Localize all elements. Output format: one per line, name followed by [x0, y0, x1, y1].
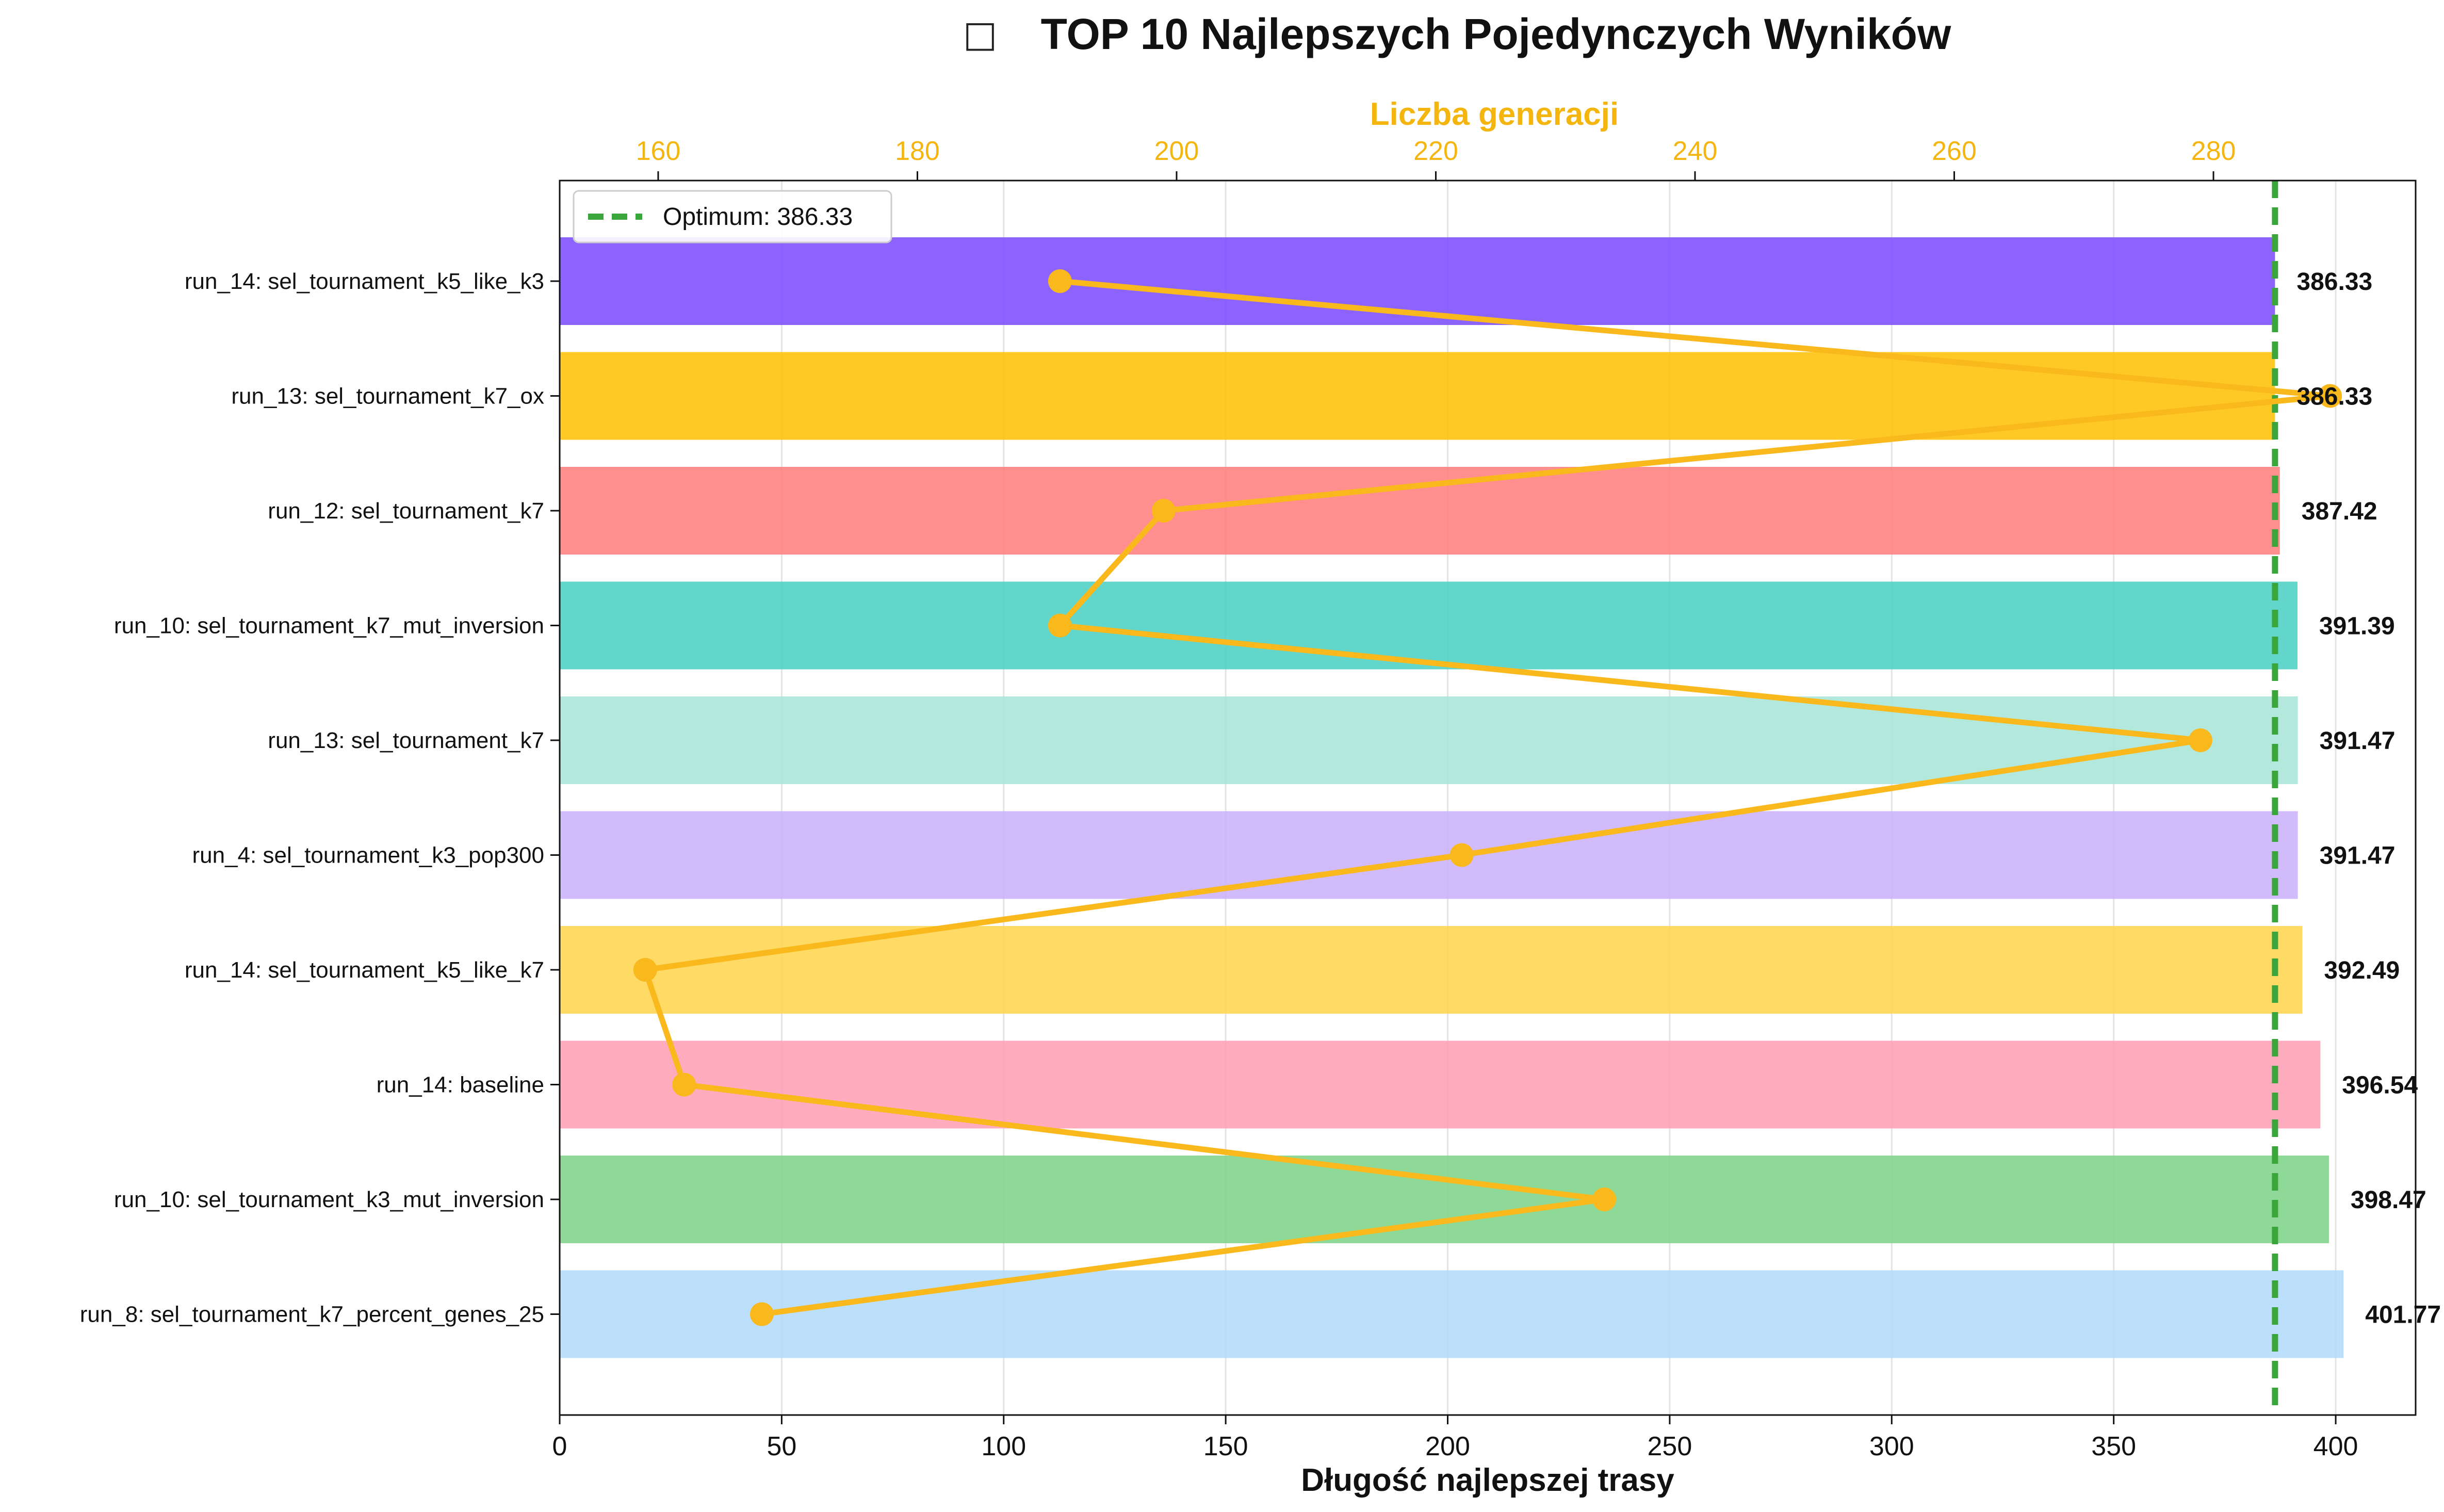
bar-5 [560, 811, 2298, 899]
top-axis-title: Liczba generacji [1370, 96, 1619, 132]
top-tick-label-5: 260 [1932, 136, 1977, 166]
category-label-8: run_10: sel_tournament_k3_mut_inversion [114, 1187, 544, 1212]
bar-3 [560, 581, 2298, 670]
value-label-9: 401.77 [2365, 1302, 2441, 1329]
value-label-2: 387.42 [2302, 498, 2377, 525]
category-label-5: run_4: sel_tournament_k3_pop300 [192, 843, 544, 868]
generations-point-8 [1592, 1188, 1617, 1211]
legend-optimum-label: Optimum: 386.33 [663, 203, 853, 231]
generations-line-group [633, 269, 2342, 1326]
top-tick-label-1: 180 [895, 136, 940, 166]
value-label-6: 392.49 [2324, 957, 2400, 984]
value-label-4: 391.47 [2320, 727, 2396, 755]
generations-point-4 [2188, 728, 2212, 752]
title-icon: □ [963, 13, 997, 55]
x-tick-label-1: 50 [767, 1432, 796, 1461]
bar-4 [560, 696, 2298, 784]
title-text: TOP 10 Najlepszych Pojedynczych Wyników [1041, 10, 1951, 58]
value-labels: 386.33 386.33 387.42 391.39 391.47 391.47 392.… [2296, 268, 2441, 1329]
value-label-7: 396.54 [2342, 1072, 2418, 1099]
value-label-3: 391.39 [2319, 613, 2395, 640]
generations-point-0 [1048, 269, 1072, 293]
category-label-3: run_10: sel_tournament_k7_mut_inversion [114, 613, 544, 639]
category-label-4: run_13: sel_tournament_k7 [268, 728, 544, 753]
legend: Optimum: 386.33 [573, 190, 892, 243]
generations-line [642, 278, 2333, 1317]
bar-7 [560, 1040, 2321, 1129]
generations-point-5 [1449, 843, 1474, 867]
top-tick-label-4: 240 [1673, 136, 1718, 166]
generations-point-1 [2318, 384, 2342, 408]
x-tick-label-3: 150 [1203, 1432, 1248, 1461]
generations-point-2 [1151, 499, 1176, 523]
x-tick-label-5: 250 [1648, 1432, 1692, 1461]
x-tick-label-6: 300 [1869, 1432, 1914, 1461]
category-label-6: run_14: sel_tournament_k5_like_k7 [185, 957, 544, 983]
x-tick-label-0: 0 [552, 1432, 567, 1461]
x-tick-label-2: 100 [981, 1432, 1026, 1461]
category-label-0: run_14: sel_tournament_k5_like_k3 [185, 269, 544, 294]
category-label-2: run_12: sel_tournament_k7 [268, 498, 544, 524]
generations-point-9 [750, 1302, 774, 1326]
bar-9 [560, 1270, 2344, 1358]
category-label-7: run_14: baseline [377, 1072, 544, 1098]
chart-title: □ TOP 10 Najlepszych Pojedynczych Wynikó… [963, 10, 1951, 58]
value-label-1: 386.33 [2296, 383, 2372, 411]
top-tick-label-3: 220 [1413, 136, 1458, 166]
top-tick-label-2: 200 [1154, 136, 1199, 166]
bar-6 [560, 926, 2303, 1014]
x-tick-label-4: 200 [1425, 1432, 1470, 1461]
top-tick-label-0: 160 [636, 136, 681, 166]
top-axis-ticks: 160 180 200 220 240 260 280 [636, 136, 2236, 181]
category-labels: run_14: sel_tournament_k5_like_k3 run_13:… [80, 269, 560, 1327]
category-label-9: run_8: sel_tournament_k7_percent_genes_2… [80, 1302, 544, 1327]
bars [560, 237, 2344, 1358]
legend-box [573, 190, 892, 243]
x-tick-label-8: 400 [2313, 1432, 2358, 1461]
x-axis-ticks: 0 50 100 150 200 250 300 350 400 [552, 1415, 2358, 1461]
value-label-5: 391.47 [2320, 842, 2396, 870]
category-label-1: run_13: sel_tournament_k7_ox [231, 384, 544, 409]
value-label-0: 386.33 [2296, 268, 2372, 296]
bar-2 [560, 467, 2280, 555]
generations-point-6 [633, 958, 657, 982]
x-tick-label-7: 350 [2091, 1432, 2136, 1461]
plot-frame [559, 180, 2417, 1416]
generations-point-3 [1048, 613, 1072, 638]
value-label-8: 398.47 [2351, 1186, 2426, 1214]
x-axis-title: Długość najlepszej trasy [1301, 1462, 1674, 1498]
generations-point-7 [672, 1072, 696, 1097]
bar-0 [560, 237, 2275, 325]
top-tick-label-6: 280 [2191, 136, 2236, 166]
bar-8 [560, 1156, 2329, 1243]
